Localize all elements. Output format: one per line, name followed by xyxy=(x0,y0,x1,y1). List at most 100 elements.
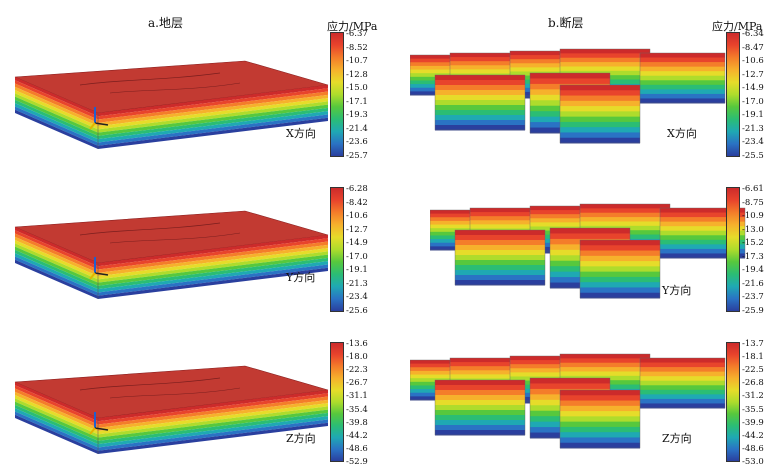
colorbar-tick-label: -17.1 xyxy=(346,96,368,107)
colorbar-tick-label: -10.9 xyxy=(742,211,764,222)
fault-band xyxy=(580,245,660,252)
strata-layer xyxy=(98,393,328,425)
strata-layer xyxy=(15,408,98,448)
fault-band xyxy=(640,371,725,377)
colorbar-tick-label: -31.2 xyxy=(742,391,764,402)
strata-layer xyxy=(98,248,328,280)
strata-layer xyxy=(15,246,98,286)
direction-label: Z方向 xyxy=(662,432,692,445)
fault-band xyxy=(640,57,725,63)
fault-band xyxy=(410,65,470,71)
fault-band xyxy=(510,364,580,369)
fault-band xyxy=(660,212,745,218)
fault-panel xyxy=(434,379,526,436)
strata-layer xyxy=(15,404,98,445)
fault-band xyxy=(560,416,640,423)
strata-layer xyxy=(15,243,98,283)
fault-band xyxy=(640,385,725,391)
strata-layer xyxy=(98,104,328,136)
fault-band xyxy=(640,403,725,409)
fault-band xyxy=(455,240,545,246)
fault-band xyxy=(510,55,580,60)
strata-layer xyxy=(98,98,328,130)
fault-band xyxy=(580,250,660,257)
fault-band xyxy=(660,244,745,250)
fault-band xyxy=(640,53,725,59)
fault-band xyxy=(470,212,550,217)
fault-band xyxy=(640,66,725,72)
fault-band xyxy=(530,378,610,384)
colorbar xyxy=(330,187,344,312)
strata-layer xyxy=(98,416,328,448)
strata-model-y xyxy=(14,210,329,299)
colorbar-tick-label: -17.3 xyxy=(742,251,764,262)
strata-layer xyxy=(98,409,328,441)
fault-band xyxy=(560,49,650,54)
fault-band xyxy=(470,220,550,225)
fault-outline xyxy=(559,389,641,449)
fault-band xyxy=(560,405,640,412)
colorbar-tick-label: -26.8 xyxy=(742,378,764,389)
fault-band xyxy=(640,93,725,99)
fault-band xyxy=(660,253,745,259)
fault-band xyxy=(470,208,550,213)
faults-model-z xyxy=(410,353,726,449)
strata-layer xyxy=(15,259,98,299)
fault-band xyxy=(450,69,530,74)
strata-layer xyxy=(98,419,328,451)
fault-band xyxy=(510,368,580,373)
strata-model-z xyxy=(14,365,329,454)
colorbar-ticks: -6.34 -8.47 -10.6 -12.7 -14.9 -17.0 -19.1 -21.3… xyxy=(742,30,775,160)
fault-band xyxy=(640,84,725,90)
fault-trace xyxy=(79,72,221,86)
colorbar-tick-label: -14.9 xyxy=(742,83,764,94)
fault-band xyxy=(640,376,725,382)
colorbar-tick-label: -35.4 xyxy=(346,404,368,415)
fault-band xyxy=(640,389,725,395)
fault-band xyxy=(560,127,640,133)
fault-trace xyxy=(109,232,241,244)
colorbar-ticks: -13.6 -18.0 -22.3 -26.7 -31.1 -35.4 -39.8 -44.2… xyxy=(346,340,386,466)
strata-layer xyxy=(15,230,98,270)
colorbar-tick-label: -23.4 xyxy=(742,137,764,148)
colorbar-tick-label: -44.2 xyxy=(742,430,764,441)
fault-band xyxy=(560,137,640,144)
fault-band xyxy=(435,100,525,106)
faults-model-x xyxy=(410,48,726,144)
fault-band xyxy=(580,208,670,214)
fault-band xyxy=(560,362,650,368)
fault-band xyxy=(640,89,725,95)
fault-band xyxy=(450,61,530,66)
colorbar-tick-label: -8.47 xyxy=(742,42,764,53)
strata-layer xyxy=(15,90,98,130)
fault-band xyxy=(510,360,580,365)
colorbar-tick-label: -39.8 xyxy=(346,417,368,428)
colorbar-ticks: -13.7 -18.1 -22.5 -26.8 -31.2 -35.5 -39.9 -44.2… xyxy=(742,340,775,466)
strata-layer xyxy=(15,253,98,293)
fault-band xyxy=(435,95,525,101)
fault-band xyxy=(455,230,545,236)
colorbar-tick-label: -17.0 xyxy=(742,96,764,107)
fault-band xyxy=(530,218,600,223)
fault-trace xyxy=(79,377,221,391)
strata-layer xyxy=(98,403,328,435)
fault-band xyxy=(560,95,640,102)
colorbar xyxy=(330,32,344,157)
direction-label: X方向 xyxy=(286,127,316,140)
fault-band xyxy=(580,287,660,294)
strata-layer xyxy=(15,80,98,120)
fault-band xyxy=(580,282,660,288)
fault-band xyxy=(470,224,550,229)
strata-layer xyxy=(98,390,328,422)
colorbar-tick-label: -8.42 xyxy=(346,197,368,208)
fault-band xyxy=(455,270,545,276)
unit-label: 应力/MPa xyxy=(327,20,378,33)
direction-label: Z方向 xyxy=(286,432,316,445)
fault-band xyxy=(435,380,525,386)
strata-layer xyxy=(15,103,98,143)
strata-layer xyxy=(98,117,328,149)
colorbar-tick-label: -35.5 xyxy=(742,404,764,415)
fault-outline xyxy=(579,239,661,299)
fault-band xyxy=(550,228,630,234)
fault-band xyxy=(410,55,470,60)
